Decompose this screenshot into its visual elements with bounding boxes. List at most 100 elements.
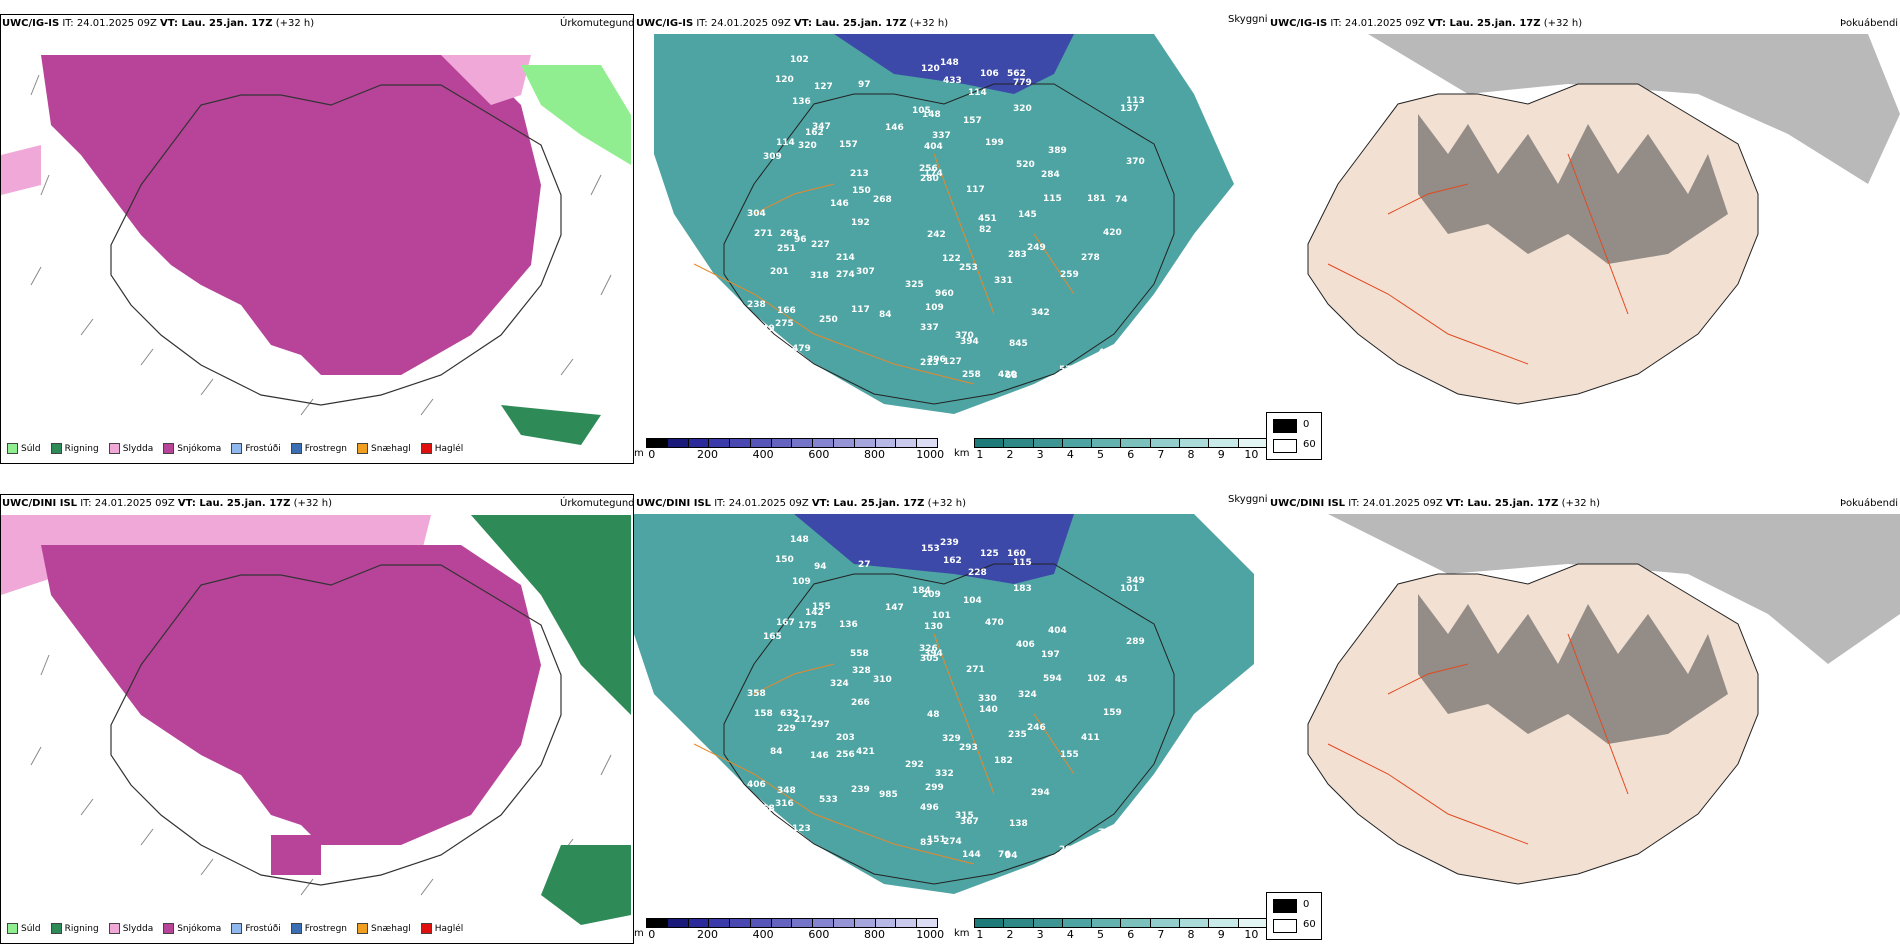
precip-legend-top: Súld Rigning Slydda Snjókoma Frostúði Frostre… (7, 443, 463, 454)
legend-label: Slydda (122, 443, 154, 454)
ceiling-value-label: 101 (1133, 371, 1152, 381)
colorbar-segment (730, 439, 751, 447)
ceiling-value-label: 337 (920, 323, 939, 333)
ceiling-value-label: 274 (943, 837, 962, 847)
ceiling-value-label: 328 (852, 666, 871, 676)
ceiling-value-label: 370 (955, 331, 974, 341)
colorbar-tick: 2 (1006, 448, 1014, 461)
ceiling-value-label: 259 (1060, 270, 1079, 280)
ceiling-value-label: 157 (839, 140, 858, 150)
ceiling-value-label: 120 (775, 75, 794, 85)
snow-area (41, 55, 541, 375)
legend-swatch (108, 443, 120, 454)
ceiling-value-label: 140 (979, 705, 998, 715)
ceiling-value-label: 358 (756, 804, 775, 814)
legend-label: Haglél (434, 443, 464, 454)
legend-label: Frostúði (245, 923, 281, 934)
ceiling-value-label: 271 (966, 665, 985, 675)
ceiling-value-label: 271 (754, 229, 773, 239)
ceiling-value-label: 147 (885, 603, 904, 613)
legend-label: Frostúði (245, 443, 281, 454)
colorbar-segment (1033, 439, 1063, 447)
colorbar-segment (1033, 919, 1063, 927)
legend-label: Frostregn (304, 443, 348, 454)
colorbar-segment (1180, 439, 1210, 447)
ceiling-value-label: 227 (811, 240, 830, 250)
ceiling-value-label: 367 (960, 817, 979, 827)
precip-panel-top: Súld Rigning Slydda Snjókoma Frostúði Frostre… (0, 14, 634, 464)
ceiling-value-label: 217 (794, 715, 813, 725)
fog-field-dark (1328, 514, 1900, 664)
ceiling-colorbar-bottom: m 0 200 400 600 800 1000 (634, 918, 944, 944)
legend-label: Snæhagl (371, 923, 411, 934)
visibility-colorbar-bottom: km 1 2 3 4 5 6 7 8 9 10 (954, 918, 1268, 944)
ceiling-value-label: 160 (1007, 549, 1026, 559)
colorbar-segment (1121, 439, 1151, 447)
legend-swatch (7, 923, 18, 934)
ceiling-value-label: 68 (1005, 371, 1018, 381)
legend-item: Slydda (108, 443, 154, 454)
ceiling-value-label: 109 (925, 303, 944, 313)
rain-area-se (501, 405, 601, 445)
ceiling-value-label: 470 (985, 618, 1004, 628)
colorbar-segment (730, 919, 751, 927)
fog-mountains (1418, 594, 1728, 744)
precip-type-label-bottom: Úrkomutegund (560, 498, 635, 509)
colorbar-segment (1062, 919, 1093, 927)
colorbar-tick: 4 (1066, 448, 1074, 461)
sleet-area-ne (441, 55, 531, 105)
colorbar-segment (771, 439, 793, 447)
colorbar-segment (667, 439, 689, 447)
colorbar-segment (688, 439, 710, 447)
roads (693, 633, 1075, 865)
visibility-field (634, 514, 1254, 894)
ceiling-unit-label: m (634, 928, 644, 939)
precip-title-bottom: UWC/DINI ISL IT: 24.01.2025 09Z VT: Lau.… (2, 498, 332, 509)
ceiling-value-label: 250 (819, 315, 838, 325)
ceiling-value-label: 411 (1081, 733, 1100, 743)
ceiling-value-label: 229 (777, 724, 796, 734)
colorbar-tick: 1 (976, 928, 984, 941)
colorbar-segment (1004, 439, 1034, 447)
ceiling-value-label: 309 (763, 152, 782, 162)
colorbar-segment (975, 919, 1005, 927)
ceiling-value-label: 214 (836, 253, 855, 263)
roads (1327, 153, 1629, 365)
ceiling-value-label: 268 (873, 195, 892, 205)
colorbar-segment (688, 919, 710, 927)
visibility-colorbar-bar (974, 438, 1268, 448)
ceiling-value-label: 315 (955, 811, 974, 821)
ceiling-value-label: 155 (812, 602, 831, 612)
visibility-unit-label: km (954, 928, 970, 939)
ceiling-value-label: 370 (1126, 157, 1145, 167)
ceiling-value-label: 246 (1027, 723, 1046, 733)
colorbar-tick: 10 (1244, 448, 1259, 461)
rain-area-ne (521, 65, 631, 165)
legend-swatch (231, 923, 243, 934)
snow-area-sw (271, 835, 321, 875)
ceiling-value-label: 342 (1031, 308, 1050, 318)
ceiling-value-label: 405 (1107, 346, 1126, 356)
fog-field-dark (1368, 34, 1900, 184)
ceiling-value-label: 144 (962, 850, 981, 860)
ceiling-value-label: 162 (943, 556, 962, 566)
ceiling-value-label: 337 (932, 131, 951, 141)
ceiling-value-label: 213 (850, 169, 869, 179)
ceiling-value-label: 146 (830, 199, 849, 209)
ceiling-value-label: 280 (920, 174, 939, 184)
legend-label: Súld (21, 923, 41, 934)
legend-swatch (420, 923, 432, 934)
legend-swatch (108, 923, 120, 934)
ceiling-value-label: 451 (978, 214, 997, 224)
ceiling-value-label: 201 (770, 267, 789, 277)
visibility-label-top: Skyggni (1228, 14, 1268, 25)
ceiling-title-bottom: UWC/DINI ISL IT: 24.01.2025 09Z VT: Lau.… (636, 498, 966, 509)
colorbar-tick: 200 (696, 448, 718, 461)
colorbar-segment (647, 919, 668, 927)
legend-item: Súld (7, 923, 41, 934)
ceiling-value-label: 102 (790, 55, 809, 65)
fog-legend-dark-swatch (1273, 419, 1297, 433)
ceiling-value-label: 406 (747, 780, 766, 790)
ceiling-value-label: 304 (747, 209, 766, 219)
precip-map-top (1, 35, 633, 463)
